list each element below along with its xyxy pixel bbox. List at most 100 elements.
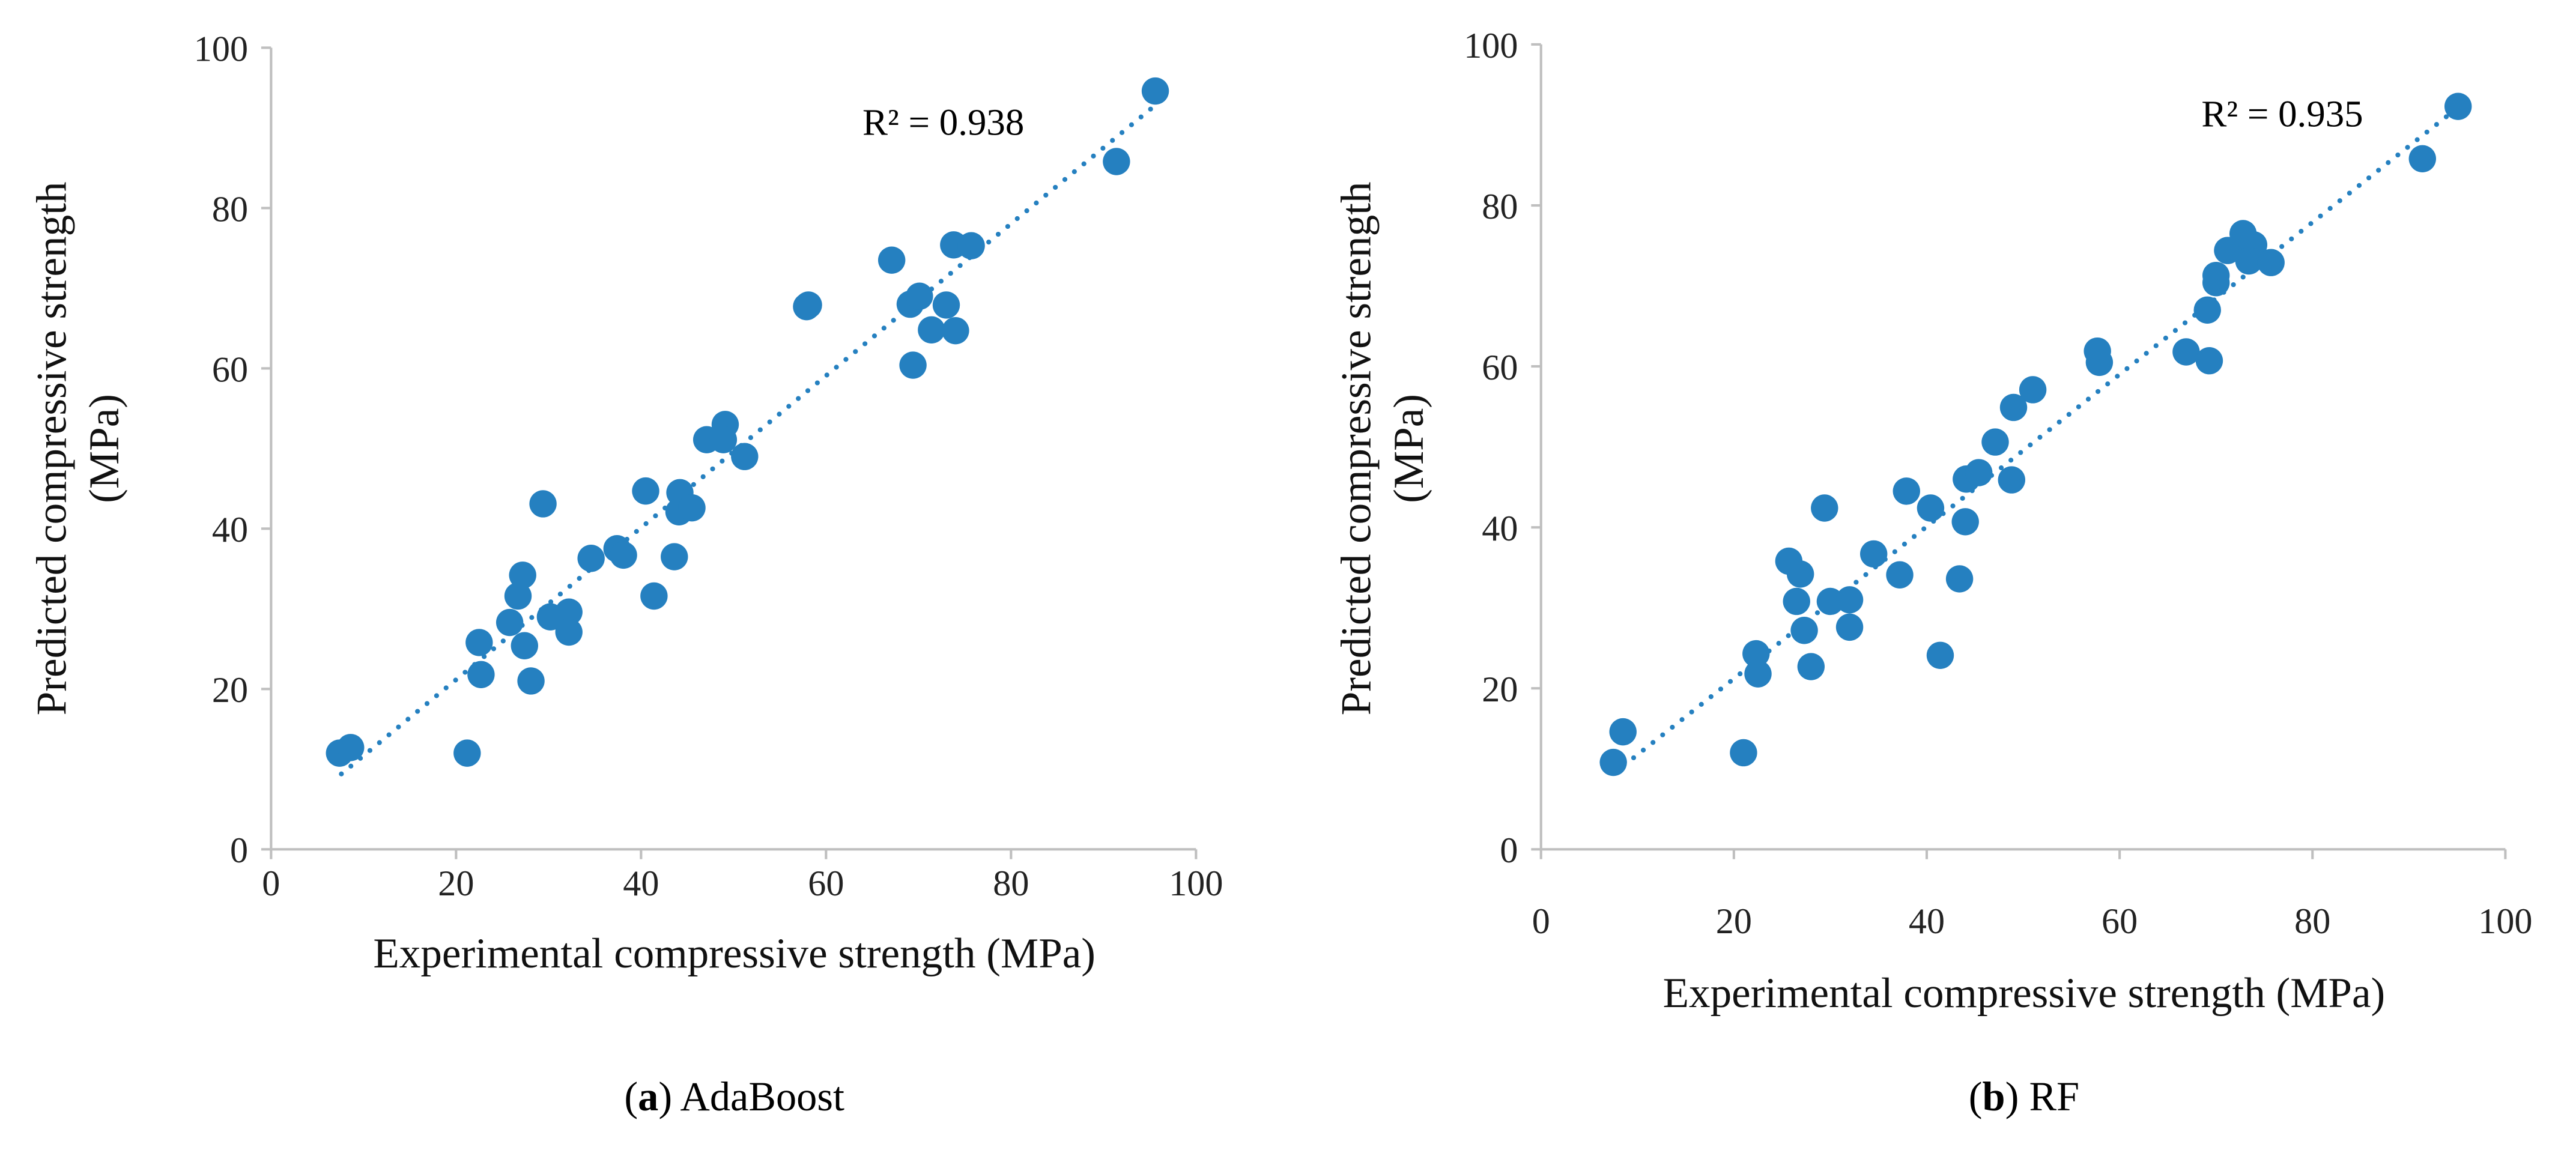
caption-text: AdaBoost — [672, 1074, 844, 1119]
data-point — [1744, 660, 1772, 688]
y-tick-label: 100 — [1464, 26, 1518, 66]
data-point — [509, 561, 536, 589]
data-point — [661, 543, 688, 570]
data-point — [1790, 617, 1818, 644]
data-point — [2444, 92, 2472, 120]
r-squared-annotation: R² = 0.938 — [862, 101, 1024, 143]
caption-text: RF — [2019, 1074, 2079, 1119]
data-point — [1999, 393, 2028, 422]
data-point — [1835, 613, 1864, 641]
trendline — [339, 103, 1158, 776]
data-point — [1103, 148, 1130, 175]
data-point — [555, 598, 583, 626]
data-point — [467, 661, 495, 689]
data-point — [678, 494, 706, 522]
panel-a-adaboost: Predicted compressive strength (MPa) Exp… — [28, 29, 1223, 1119]
data-point — [1835, 586, 1864, 614]
data-point — [2235, 247, 2262, 275]
data-point — [942, 316, 969, 345]
y-tick-label: 20 — [1482, 670, 1518, 710]
data-point — [1730, 739, 1757, 767]
x-tick-label: 60 — [808, 864, 844, 904]
data-point — [2172, 338, 2200, 366]
caption-close: ) — [2005, 1074, 2019, 1119]
data-point — [1609, 718, 1637, 746]
y-axis-title-line1: Predicted compressive strength — [28, 182, 75, 716]
x-tick-label: 40 — [1909, 901, 1945, 942]
data-point — [517, 667, 545, 695]
y-axis-title-line1: Predicted compressive strength — [1333, 182, 1380, 716]
data-point — [877, 246, 906, 274]
data-point — [709, 426, 738, 453]
x-tick-label: 100 — [2478, 901, 2532, 942]
data-point — [1893, 477, 1920, 505]
data-point — [529, 490, 557, 518]
data-point — [795, 291, 822, 319]
data-point — [2408, 145, 2436, 173]
data-point — [555, 618, 583, 646]
x-tick-label: 60 — [2102, 901, 2138, 942]
data-point — [1926, 641, 1954, 669]
data-point — [1951, 508, 1979, 536]
data-point — [1775, 547, 1803, 575]
data-point — [2019, 376, 2047, 404]
panel-b-rf: Predicted compressive strength (MPa) Exp… — [1333, 26, 2532, 1119]
caption-letter: b — [1983, 1074, 2005, 1119]
data-point — [932, 291, 960, 319]
data-point — [918, 316, 945, 344]
data-point — [465, 629, 493, 656]
data-point — [906, 282, 933, 310]
x-tick-label: 0 — [262, 864, 280, 904]
y-tick-label: 60 — [212, 350, 248, 390]
x-axis-title: Experimental compressive strength (MPa) — [373, 930, 1096, 977]
trendline — [1611, 104, 2462, 776]
data-point — [496, 608, 524, 637]
x-tick-label: 40 — [623, 864, 659, 904]
data-point — [1742, 640, 1770, 668]
data-point — [2193, 296, 2221, 324]
data-point — [899, 351, 927, 379]
data-point — [1886, 561, 1914, 589]
data-point — [453, 739, 481, 767]
data-point — [2195, 347, 2223, 375]
data-point — [1998, 466, 2025, 494]
caption-open: ( — [624, 1074, 638, 1119]
data-point — [577, 545, 605, 572]
data-point — [610, 541, 637, 569]
data-point — [632, 477, 659, 505]
data-point — [1859, 540, 1888, 568]
data-point — [1981, 428, 2009, 456]
data-point — [1599, 748, 1627, 776]
y-tick-label: 40 — [1482, 509, 1518, 549]
data-point — [511, 632, 538, 659]
caption-b: (b) RF — [1969, 1074, 2079, 1119]
data-point — [2085, 348, 2114, 377]
data-point — [504, 582, 532, 610]
y-tick-label: 40 — [212, 510, 248, 550]
data-point — [337, 734, 365, 761]
data-point — [2257, 249, 2285, 276]
y-tick-label: 0 — [230, 831, 248, 871]
data-point — [1965, 459, 1993, 486]
y-axis-title-line2: (MPa) — [81, 394, 128, 503]
x-tick-label: 80 — [2294, 901, 2330, 942]
caption-letter: a — [638, 1074, 658, 1119]
y-tick-label: 60 — [1482, 348, 1518, 388]
y-tick-label: 100 — [194, 29, 248, 69]
y-tick-label: 0 — [1500, 831, 1518, 871]
data-point — [1141, 77, 1169, 105]
data-point — [2202, 261, 2230, 289]
y-axis-title-line2: (MPa) — [1386, 394, 1432, 503]
data-point — [731, 443, 759, 470]
x-tick-label: 20 — [1716, 901, 1752, 942]
data-point — [1917, 494, 1945, 522]
y-tick-label: 20 — [212, 670, 248, 710]
data-point — [640, 582, 668, 610]
y-tick-label: 80 — [1482, 187, 1518, 227]
caption-a: (a) AdaBoost — [624, 1074, 844, 1119]
data-point — [1945, 565, 1974, 593]
data-point — [1783, 587, 1810, 616]
r-squared-annotation: R² = 0.935 — [2201, 93, 2363, 135]
data-point — [1797, 653, 1825, 680]
